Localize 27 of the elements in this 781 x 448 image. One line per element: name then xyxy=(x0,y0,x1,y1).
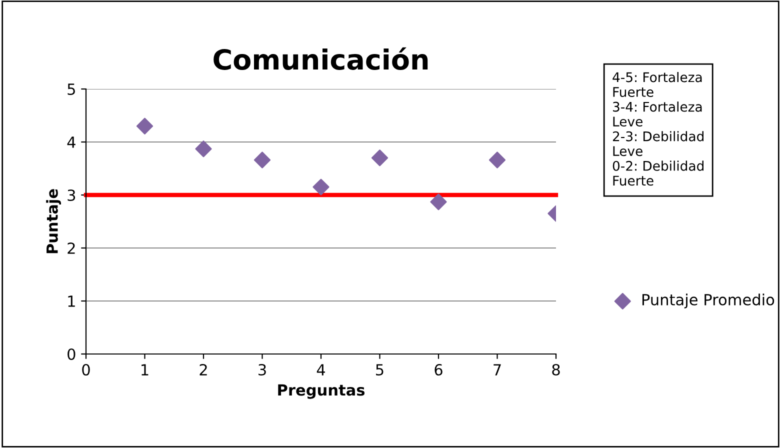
x-tick-label: 4 xyxy=(316,364,326,376)
x-tick-label: 6 xyxy=(434,364,442,376)
x-tick-label: 7 xyxy=(494,364,501,376)
point xyxy=(136,118,154,134)
point xyxy=(254,152,271,168)
legend-label: Puntaje Promedio xyxy=(642,294,774,308)
y-tick-label: 1 xyxy=(68,296,75,307)
point xyxy=(195,140,212,158)
x-axis-title: Preguntas xyxy=(278,384,365,399)
y-tick-label: 5 xyxy=(68,84,75,96)
y-tick-label: 2 xyxy=(68,242,75,254)
y-axis-title: Puntaje xyxy=(46,189,61,254)
y-tick-label: 4 xyxy=(67,136,76,148)
x-tick-label: 0 xyxy=(82,364,90,376)
chart-title: Comunicación xyxy=(214,47,428,70)
x-tick-label: 3 xyxy=(258,364,266,376)
x-tick-label: 1 xyxy=(142,364,148,376)
text: 4-5: Fortaleza Fuerte 3-4: Fortaleza Leve 2-3: Debilidad Leve 0-2: Debilidad Fuerte xyxy=(612,72,704,186)
y-tick-label: 0 xyxy=(68,348,76,360)
point xyxy=(312,178,330,196)
x-tick-label: 5 xyxy=(376,364,384,376)
x-tick-label: 2 xyxy=(200,364,207,376)
point xyxy=(371,150,388,166)
y-tick-label: 3 xyxy=(68,189,76,202)
x-tick-label: 8 xyxy=(552,364,560,376)
point xyxy=(488,152,506,168)
point xyxy=(430,194,447,210)
